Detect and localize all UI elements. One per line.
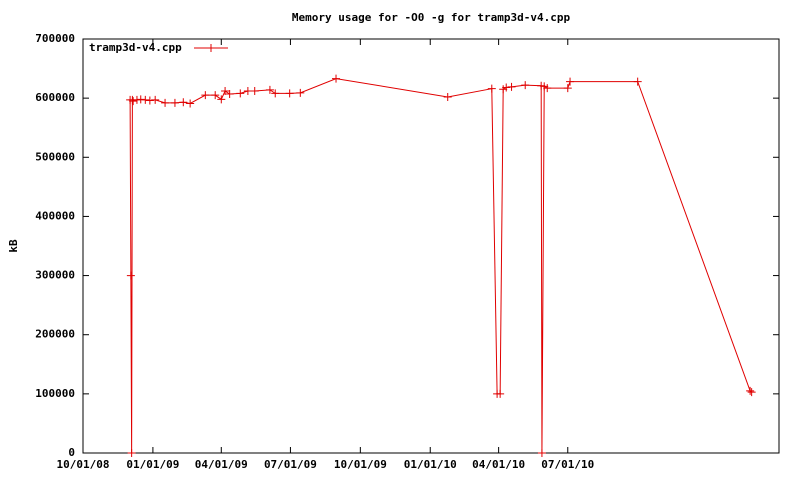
- series-line: [129, 78, 752, 454]
- point-marker: [537, 449, 546, 457]
- point-marker: [250, 87, 259, 96]
- point-marker: [179, 98, 188, 107]
- point-marker: [145, 96, 154, 105]
- y-tick-label: 500000: [35, 150, 75, 163]
- x-tick-label: 10/01/08: [57, 458, 110, 471]
- legend-label: tramp3d-v4.cpp: [89, 41, 182, 54]
- point-marker: [746, 386, 755, 395]
- point-marker: [507, 82, 516, 91]
- point-marker: [132, 95, 141, 104]
- x-tick-label: 10/01/09: [334, 458, 387, 471]
- point-marker: [332, 74, 341, 83]
- plot-border: [82, 38, 780, 454]
- point-marker: [201, 91, 210, 100]
- y-tick-label: 600000: [35, 91, 75, 104]
- point-marker: [563, 84, 572, 93]
- x-tick-label: 07/01/09: [264, 458, 317, 471]
- point-marker: [161, 98, 170, 107]
- point-marker: [221, 87, 230, 96]
- point-marker: [225, 90, 234, 99]
- y-axis-label: kB: [7, 239, 20, 253]
- point-marker: [243, 87, 252, 96]
- point-marker: [543, 84, 552, 93]
- y-tick-label: 0: [68, 446, 75, 459]
- x-tick-label: 01/01/10: [404, 458, 457, 471]
- point-marker: [170, 98, 179, 107]
- y-tick-label: 400000: [35, 209, 75, 222]
- x-tick-label: 04/01/09: [195, 458, 248, 471]
- y-tick-label: 100000: [35, 387, 75, 400]
- point-marker: [129, 97, 138, 106]
- point-marker: [211, 91, 220, 100]
- point-marker: [285, 89, 294, 98]
- point-marker: [151, 95, 160, 104]
- point-marker: [186, 99, 195, 108]
- x-tick-label: 04/01/10: [472, 458, 525, 471]
- point-marker: [487, 84, 496, 93]
- point-marker: [141, 95, 150, 104]
- point-marker: [296, 88, 305, 97]
- point-marker: [496, 389, 505, 398]
- point-marker: [271, 89, 280, 98]
- point-marker: [633, 77, 642, 86]
- point-marker: [136, 95, 145, 104]
- point-marker: [566, 77, 575, 86]
- y-tick-label: 300000: [35, 269, 75, 282]
- point-marker: [126, 271, 135, 280]
- y-tick-label: 200000: [35, 328, 75, 341]
- chart-title: Memory usage for -O0 -g for tramp3d-v4.c…: [292, 11, 571, 24]
- point-marker: [217, 95, 226, 104]
- legend-marker: [207, 44, 215, 52]
- y-tick-label: 700000: [35, 32, 75, 45]
- point-marker: [747, 388, 756, 397]
- point-marker: [443, 92, 452, 101]
- x-tick-label: 01/01/09: [126, 458, 179, 471]
- point-marker: [521, 81, 530, 90]
- point-marker: [127, 449, 136, 457]
- point-marker: [236, 89, 245, 98]
- x-tick-label: 07/01/10: [541, 458, 594, 471]
- point-marker: [502, 83, 511, 92]
- point-marker: [265, 85, 274, 94]
